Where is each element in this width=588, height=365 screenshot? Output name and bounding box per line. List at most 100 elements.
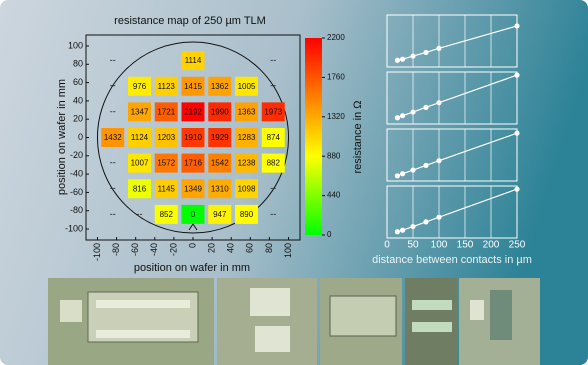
cell-label: 1347	[131, 107, 149, 116]
y-tick-label: 60	[73, 77, 83, 87]
missing-label: --	[110, 158, 116, 168]
cell-label: 1114	[185, 56, 202, 65]
cell-label: 1123	[158, 82, 176, 91]
y-tick-label: 40	[73, 95, 83, 105]
cell-label: 874	[267, 133, 281, 142]
data-point	[423, 163, 428, 168]
x-tick-label: 20	[206, 243, 216, 253]
x-axis-label: distance between contacts in µm	[372, 254, 532, 266]
cell-label: 882	[267, 159, 281, 168]
cell-label: 1203	[157, 133, 175, 142]
y-tick-label: 20	[73, 114, 83, 124]
x-tick-label: -20	[168, 243, 178, 256]
data-point	[423, 50, 428, 55]
cell-label: 1990	[211, 107, 229, 116]
x-tick-label: 40	[226, 243, 236, 253]
data-point	[400, 57, 405, 62]
data-point	[436, 46, 441, 51]
y-tick-label: -20	[70, 150, 83, 160]
y-tick-label: -40	[70, 168, 83, 178]
x-tick-label: -60	[130, 243, 140, 256]
data-point	[395, 229, 400, 234]
cell-label: 1362	[211, 82, 229, 91]
cell-label: 0	[191, 210, 196, 219]
cell-label: 1283	[238, 133, 256, 142]
cell-label: 1349	[184, 184, 202, 193]
cell-label: 1007	[131, 159, 149, 168]
cell-label: 1716	[184, 159, 202, 168]
x-tick-label: 100	[431, 240, 448, 251]
data-point	[423, 105, 428, 110]
x-tick-label: -80	[111, 243, 121, 256]
missing-label: --	[110, 209, 116, 219]
missing-label: --	[270, 55, 276, 65]
colorbar	[305, 38, 322, 235]
y-tick-label: 100	[68, 40, 83, 50]
missing-label: --	[270, 183, 276, 193]
data-point	[410, 167, 415, 172]
cell-label: 816	[133, 184, 147, 193]
missing-label: --	[110, 55, 116, 65]
colorbar-label: resistance in Ω	[352, 100, 364, 173]
x-tick-label: -100	[92, 243, 102, 261]
cell-label: 1542	[211, 159, 229, 168]
data-point	[395, 115, 400, 120]
data-point	[514, 187, 519, 192]
cell-label: 1721	[157, 107, 175, 116]
y-tick-label: 0	[78, 132, 83, 142]
x-tick-label: 150	[457, 240, 474, 251]
chart-title: resistance map of 250 µm TLM	[114, 15, 266, 27]
cell-label: 852	[160, 210, 174, 219]
cell-label: 1572	[157, 159, 175, 168]
cell-label: 947	[213, 210, 227, 219]
x-tick-label: 60	[245, 243, 255, 253]
data-point	[395, 58, 400, 63]
cell-label: 976	[133, 82, 147, 91]
cell-label: 1363	[238, 107, 256, 116]
cell-label: 1432	[104, 133, 122, 142]
data-point	[423, 219, 428, 224]
cell-label: 1005	[238, 82, 256, 91]
cell-label: 890	[240, 210, 254, 219]
x-axis-label: position on wafer in mm	[134, 262, 250, 274]
data-point	[410, 109, 415, 114]
cell-label: 2192	[184, 107, 202, 116]
y-tick-label: 80	[73, 59, 83, 69]
data-point	[400, 171, 405, 176]
data-point	[514, 131, 519, 136]
colorbar-tick-label: 440	[327, 191, 341, 200]
cell-label: 1310	[211, 184, 229, 193]
missing-label: --	[137, 209, 143, 219]
x-tick-label: 0	[384, 240, 390, 251]
data-point	[514, 23, 519, 28]
y-tick-label: -100	[65, 223, 83, 233]
colorbar-tick-label: 880	[327, 151, 341, 160]
x-tick-label: 80	[264, 243, 274, 253]
colorbar-tick-label: 1320	[327, 112, 345, 121]
y-axis-label: position on wafer in mm	[56, 79, 68, 195]
page: {"chart_data": [ {"type": "heatmap", "ti…	[0, 0, 588, 365]
x-tick-label: 0	[187, 243, 197, 248]
missing-label: --	[270, 81, 276, 91]
micrographs	[48, 278, 540, 365]
missing-label: --	[110, 183, 116, 193]
cell-label: 1124	[131, 133, 149, 142]
cell-label: 1098	[238, 184, 256, 193]
cell-label: 1238	[238, 159, 256, 168]
data-point	[436, 215, 441, 220]
missing-label: --	[270, 209, 276, 219]
colorbar-tick-label: 2200	[327, 33, 345, 42]
data-point	[400, 113, 405, 118]
colorbar-tick-label: 1760	[327, 73, 345, 82]
x-tick-label: 250	[509, 240, 526, 251]
data-point	[514, 73, 519, 78]
x-tick-label: -40	[149, 243, 159, 256]
figure: resistance map of 250 µm TLM position on…	[0, 0, 588, 365]
data-point	[400, 228, 405, 233]
cell-label: 1973	[264, 107, 282, 116]
missing-label: --	[110, 106, 116, 116]
cell-label: 1910	[184, 133, 202, 142]
cell-label: 1929	[211, 133, 229, 142]
cell-label: 1415	[184, 82, 202, 91]
y-tick-label: -60	[70, 187, 83, 197]
